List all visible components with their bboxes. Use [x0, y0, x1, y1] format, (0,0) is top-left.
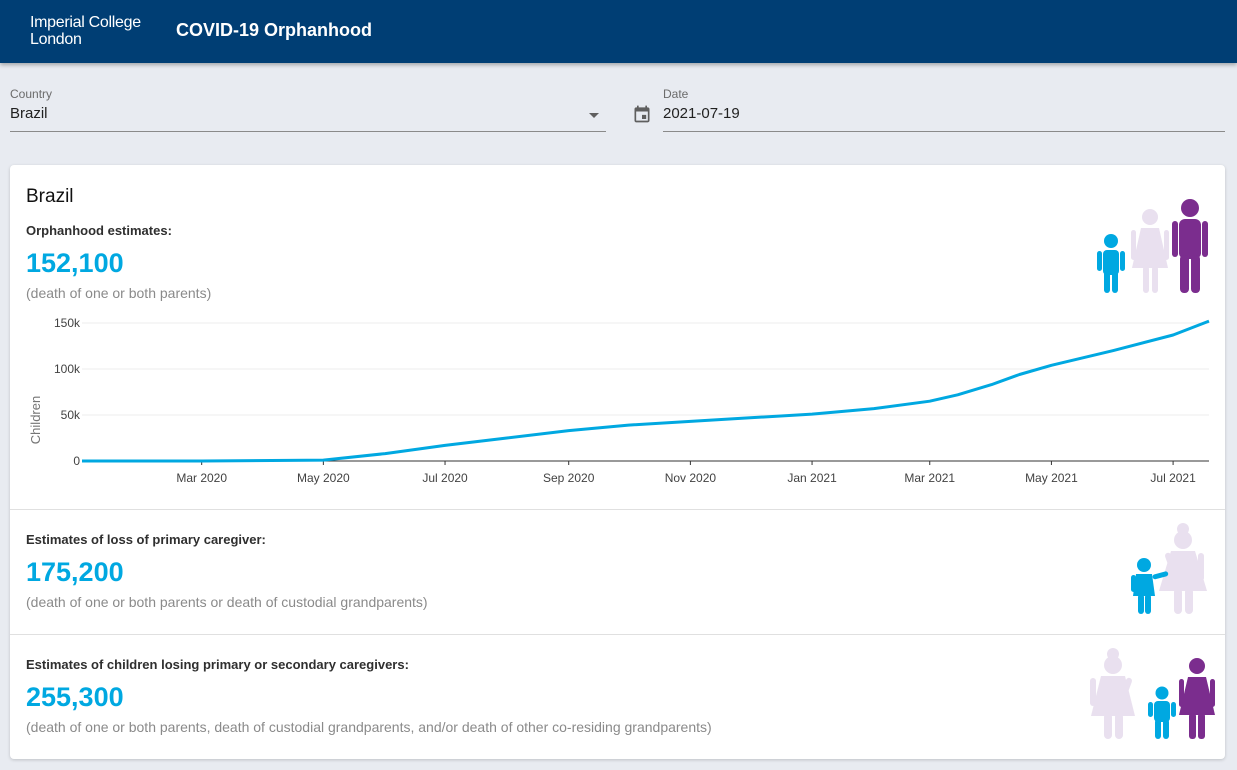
y-axis-label: Children: [28, 396, 43, 444]
primary-caregiver-label: Estimates of loss of primary caregiver:: [26, 532, 266, 547]
app-header: Imperial College London COVID-19 Orphanh…: [0, 0, 1237, 63]
primary-caregiver-note: (death of one or both parents or death o…: [26, 594, 428, 610]
country-value[interactable]: Brazil: [10, 105, 48, 122]
x-tick-label: Nov 2020: [665, 471, 717, 485]
x-tick-label: Sep 2020: [543, 471, 595, 485]
date-label: Date: [663, 87, 689, 101]
child-figure-icon: [1131, 558, 1169, 614]
secondary-caregiver-note: (death of one or both parents, death of …: [26, 719, 712, 735]
mother-figure-icon: [1131, 209, 1169, 293]
calendar-icon[interactable]: [632, 104, 652, 124]
chevron-down-icon[interactable]: [589, 113, 599, 118]
grandparent-child-icon: [1131, 523, 1207, 614]
child-figure-icon: [1148, 686, 1176, 739]
section-divider: [10, 509, 1225, 510]
grandmother-figure-icon: [1159, 523, 1207, 614]
orphanhood-series-line: [82, 319, 1210, 463]
country-label: Country: [10, 87, 53, 101]
x-tick-label: Jan 2021: [787, 471, 837, 485]
app-title: COVID-19 Orphanhood: [176, 20, 373, 40]
secondary-caregiver-value: 255,300: [26, 682, 124, 712]
y-tick-label: 0: [73, 454, 80, 468]
card-title: Brazil: [26, 186, 74, 207]
mother-figure-icon: [1179, 658, 1215, 739]
x-tick-label: Jul 2020: [422, 471, 468, 485]
y-tick-label: 150k: [54, 316, 81, 330]
date-underline: [663, 131, 1225, 132]
orphanhood-value: 152,100: [26, 248, 124, 278]
extended-family-icon: [1090, 648, 1215, 739]
grandmother-figure-icon: [1090, 648, 1135, 739]
child-figure-icon: [1097, 234, 1125, 293]
section-divider: [10, 634, 1225, 635]
date-value[interactable]: 2021-07-19: [663, 105, 740, 122]
x-tick-label: Mar 2020: [176, 471, 227, 485]
country-underline: [10, 131, 606, 132]
x-tick-label: Jul 2021: [1150, 471, 1196, 485]
x-tick-label: May 2021: [1025, 471, 1078, 485]
x-tick-label: May 2020: [297, 471, 350, 485]
primary-caregiver-value: 175,200: [26, 557, 124, 587]
logo-line-2: London: [30, 31, 82, 48]
y-tick-label: 50k: [61, 408, 81, 422]
imperial-logo[interactable]: Imperial College London: [30, 14, 141, 48]
orphanhood-line-chart: 0 50k 100k 150k Mar 2020 May 2020 Jul 2020 Sep…: [28, 316, 1210, 485]
country-card: Brazil Orphanhood estimates: 152,100 (de…: [10, 165, 1225, 759]
logo-line-1: Imperial College: [30, 14, 141, 31]
family-parents-icon: [1097, 199, 1208, 293]
father-figure-icon: [1172, 199, 1208, 293]
secondary-caregiver-label: Estimates of children losing primary or …: [26, 657, 409, 672]
y-tick-label: 100k: [54, 362, 81, 376]
orphanhood-label: Orphanhood estimates:: [26, 223, 172, 238]
orphanhood-note: (death of one or both parents): [26, 285, 212, 301]
x-tick-label: Mar 2021: [904, 471, 955, 485]
